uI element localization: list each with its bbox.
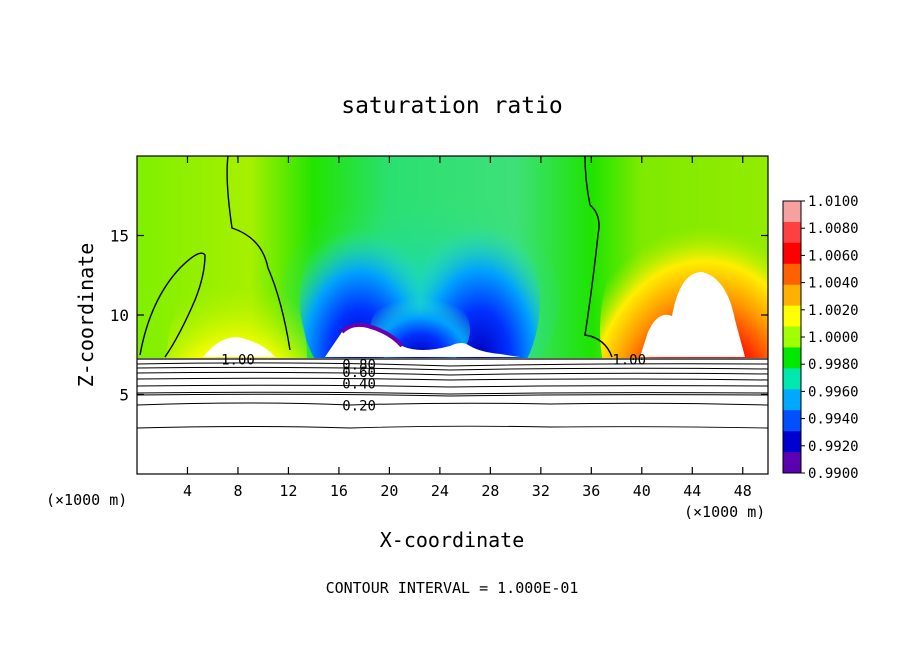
contour-level-0-60: [137, 377, 768, 381]
y-axis-label: Z-coordinate: [74, 243, 98, 388]
x-tick-label-11: 48: [734, 482, 752, 500]
x-tick-label-5: 24: [431, 482, 449, 500]
subsaturated-pocket-rim: [340, 322, 404, 348]
x-axis-label: X-coordinate: [380, 528, 525, 552]
colorbar-label-8: 0.9940: [808, 412, 859, 428]
colorbar-label-2: 1.0060: [808, 248, 859, 264]
x-tick-label-0: 4: [183, 482, 192, 500]
colorbar-label-10: 0.9900: [808, 466, 859, 482]
saturation-peak-left: [203, 337, 275, 357]
colorbar-swatch-7: [783, 347, 801, 369]
y-tick-label-2: 15: [110, 227, 129, 246]
contour-1-00-right-column: [584, 156, 613, 358]
colorbar-swatch-5: [783, 305, 801, 328]
contour-level-0-20: [137, 402, 768, 406]
colorbar-label-5: 1.0000: [808, 330, 859, 346]
x-tick-label-6: 28: [481, 482, 499, 500]
contour-label-3: 0.40: [342, 376, 376, 392]
contour-level-0-80: [137, 366, 768, 371]
lower-layer: [137, 358, 768, 474]
x-tick-label-1: 8: [233, 482, 242, 500]
contour-label-5: 1.00: [612, 353, 646, 369]
contour-label-2: 0.60: [342, 365, 376, 381]
x-tick-label-4: 20: [380, 482, 398, 500]
contour-lines: [137, 156, 768, 429]
colorbar-swatch-2: [783, 242, 801, 265]
colorbar-swatch-8: [783, 368, 801, 390]
subsaturated-pocket: [325, 324, 520, 357]
colorbar-swatch-12: [783, 452, 801, 474]
colorbar-swatch-0: [783, 201, 801, 223]
contour-label-4: 0.20: [342, 399, 376, 415]
contour-level-0-50: [137, 384, 768, 388]
x-unit-left: (×1000 m): [46, 491, 127, 509]
colorbar-swatch-3: [783, 263, 801, 286]
colorbar-label-0: 1.0100: [808, 194, 859, 210]
colorbar-swatch-11: [783, 431, 801, 453]
chart-title: saturation ratio: [341, 93, 563, 119]
x-tick-label-7: 32: [532, 482, 550, 500]
colorbar-swatch-6: [783, 326, 801, 348]
x-tick-label-8: 36: [582, 482, 600, 500]
contour-interval-note: CONTOUR INTERVAL = 1.000E-01: [326, 579, 579, 597]
y-tick-label-1: 10: [110, 306, 129, 325]
colorbar-swatch-9: [783, 389, 801, 411]
x-tick-label-9: 40: [633, 482, 651, 500]
contour-level-0-90: [137, 362, 768, 367]
contour-label-1: 0.80: [342, 357, 376, 373]
colorbar-label-4: 1.0020: [808, 303, 859, 319]
colorbar-swatch-1: [783, 221, 801, 244]
contour-1-00-left-loop: [139, 252, 206, 358]
x-unit-right: (×1000 m): [684, 503, 765, 521]
x-tick-label-3: 16: [330, 482, 348, 500]
saturation-peak-right: [640, 272, 745, 357]
colorbar-label-3: 1.0040: [808, 276, 859, 292]
colorbar-label-7: 0.9960: [808, 384, 859, 400]
contour-labels: 1.00 0.800.600.40 0.20 1.00: [221, 353, 646, 415]
colorbar-label-6: 0.9980: [808, 357, 859, 373]
colorbar-swatch-10: [783, 410, 801, 432]
contour-level-0-70: [137, 371, 768, 376]
x-tick-label-2: 12: [279, 482, 297, 500]
contour-1-00-left-column: [226, 156, 291, 351]
contour-label-0: 1.00: [221, 353, 255, 369]
contour-level-0-40: [137, 391, 768, 395]
heatmap-field: [137, 156, 768, 474]
contour-level-0-30: [137, 393, 768, 397]
colorbar-label-9: 0.9920: [808, 439, 859, 455]
colorbar-swatch-4: [783, 284, 801, 307]
x-tick-label-10: 44: [683, 482, 701, 500]
colorbar-label-1: 1.0080: [808, 221, 859, 237]
y-tick-label-0: 5: [119, 386, 129, 405]
colorbar: 1.0100 1.0080 1.0060 1.0040 1.0020 1.0000 0.99…: [782, 194, 859, 482]
contour-level-0-10: [137, 425, 768, 429]
